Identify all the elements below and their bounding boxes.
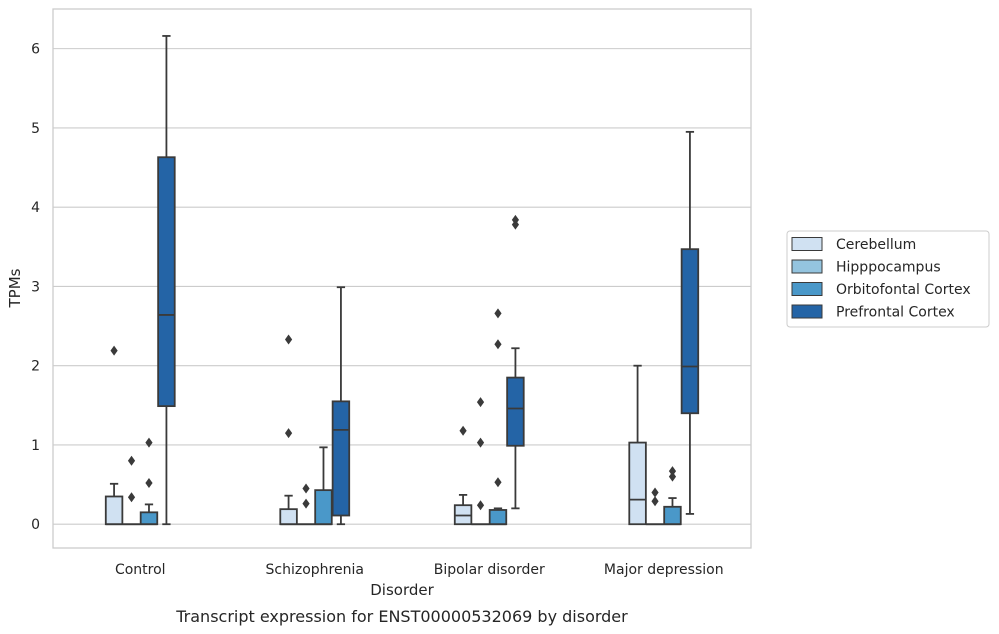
box-iqr [331,400,351,517]
chart-caption: Transcript expression for ENST0000053206… [175,607,628,626]
x-tick-label: Major depression [604,562,724,578]
box-iqr [628,441,647,526]
box-group [506,214,525,510]
y-tick-label: 6 [31,42,40,58]
legend: Cerebellum Hipppocampus Orbitofontal Corte… [786,230,990,328]
box-group [279,334,298,526]
y-tick-label: 3 [31,279,40,295]
x-axis-label: Disorder [370,581,434,599]
x-axis-ticks: Control Schizophrenia Bipolar disorder Majo… [115,562,724,578]
y-tick-label: 1 [31,438,40,454]
outlier-point [651,496,659,507]
outlier-point [476,500,485,511]
outlier-point [284,334,293,345]
legend-swatch [791,259,823,274]
outlier-point [459,425,467,436]
outlier-point [668,471,677,482]
box-group [296,483,316,526]
box-iqr [663,505,682,526]
y-axis-label: TPMs [6,268,24,308]
legend-label: Orbitofontal Cortex [836,282,971,298]
box-iqr [279,508,298,526]
y-tick-label: 0 [31,517,40,533]
box-group [104,345,124,526]
box-iqr [139,511,159,526]
box-iqr [104,495,124,526]
box-group [122,455,141,526]
legend-label: Cerebellum [836,237,916,253]
legend-label: Hipppocampus [836,260,941,276]
outlier-point [145,437,153,448]
y-tick-label: 5 [31,121,40,137]
box-iqr [488,509,508,526]
box-group [331,286,351,526]
box-group [453,425,473,526]
outlier-point [651,487,659,498]
y-tick-label: 4 [31,200,40,216]
outlier-point [284,428,293,439]
outlier-point [476,437,485,448]
outlier-point [302,483,310,494]
legend-swatch [791,237,823,251]
box-iqr [680,248,700,415]
outlier-point [145,478,153,489]
x-tick-label: Bipolar disorder [434,562,545,578]
box-group [680,130,700,515]
outlier-point [127,455,136,466]
outlier-point [494,477,502,488]
box-iqr [506,376,525,447]
outlier-point [110,345,118,356]
box-plot-marks [104,35,700,526]
box-group [471,397,490,526]
box-group [314,446,333,526]
outlier-point [511,214,520,225]
x-tick-label: Control [115,562,166,578]
box-group [488,308,508,526]
box-group [157,35,176,526]
y-tick-label: 2 [31,359,40,375]
outlier-point [127,492,136,503]
box-iqr [314,489,333,526]
box-iqr [157,156,176,408]
legend-swatch [791,282,823,296]
box-group [663,466,682,526]
outlier-point [476,397,485,408]
legend-label: Prefrontal Cortex [836,305,955,321]
outlier-point [302,498,310,509]
legend-frame [786,230,990,328]
y-axis-ticks: 0 1 2 3 4 5 6 [31,42,40,534]
plot-area-border [52,8,752,549]
box-group [645,487,665,526]
x-tick-label: Schizophrenia [266,562,364,578]
outlier-point [494,308,502,319]
outlier-point [494,339,502,350]
box-group [139,437,159,526]
legend-swatch [791,304,823,319]
outlier-point [668,466,677,477]
box-group [628,364,647,526]
